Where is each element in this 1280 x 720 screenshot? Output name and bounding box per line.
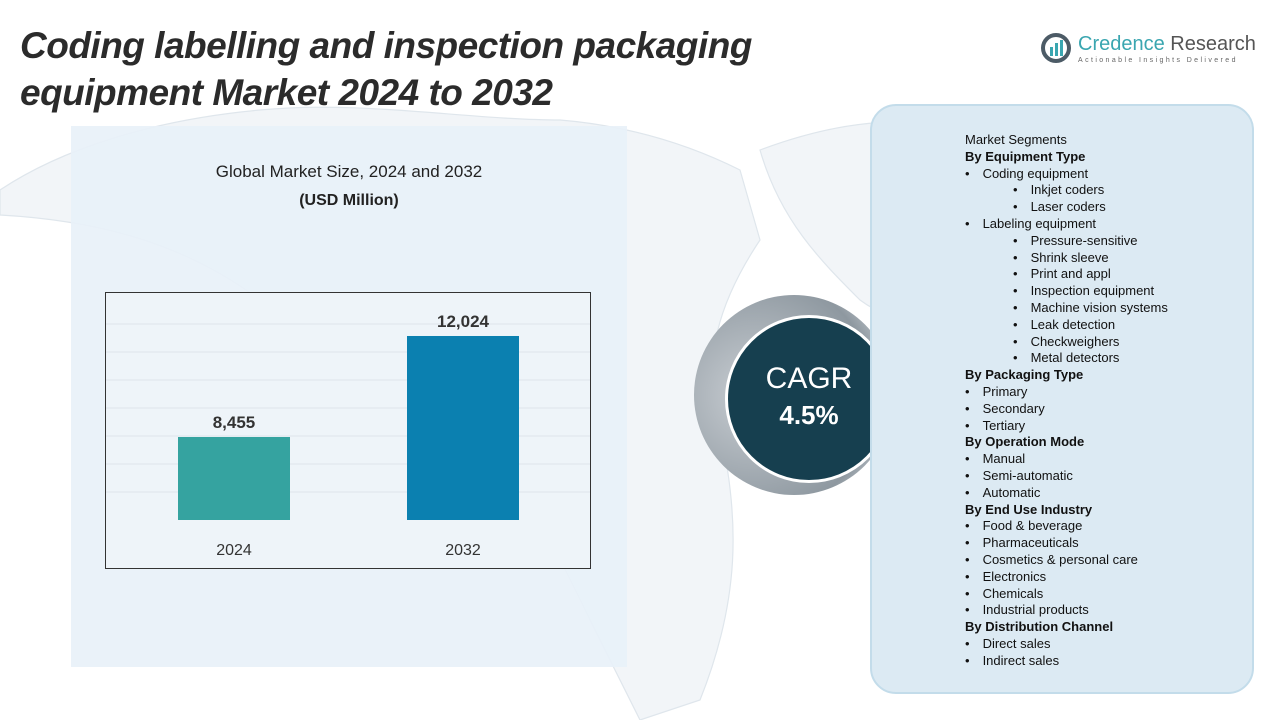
segment-heading: By Operation Mode [965,434,1085,450]
segment-item: • Pressure-sensitive [1013,232,1138,248]
cagr-value: 4.5% [779,400,839,430]
x-tick-label: 2032 [445,542,481,559]
data-label: 8,455 [213,413,256,432]
cagr-badge: CAGR 4.5% [725,315,893,483]
segment-item: • Tertiary [965,417,1026,433]
segment-item: • Print and appl [1013,266,1111,282]
segment-item: • Secondary [965,400,1045,416]
x-tick-label: 2024 [216,542,252,559]
segment-item: • Electronics [965,568,1047,584]
segments-list: Market Segments By Equipment Type • Coding… [965,132,1168,670]
chart-title: Global Market Size, 2024 and 2032 [215,162,483,181]
data-label: 12,024 [437,312,490,331]
segment-item: • Inspection equipment [1013,283,1155,299]
segment-item: • Industrial products [965,602,1089,618]
chart-subtitle: (USD Million) [299,192,399,209]
segment-item: • Metal detectors [1013,350,1120,366]
segment-item: • Leak detection [1013,316,1116,332]
segment-item: • Primary [965,383,1028,399]
segment-item: • Laser coders [1013,199,1106,215]
logo: Credence Research Actionable Insights De… [1040,32,1256,64]
segment-item: • Checkweighers [1013,333,1120,349]
cagr-label: CAGR [765,362,853,395]
segment-item: • Pharmaceuticals [965,535,1079,551]
segment-item: • Shrink sleeve [1013,249,1109,265]
segment-item: • Coding equipment [965,165,1089,181]
segment-item: • Manual [965,451,1026,467]
segment-item: • Automatic [965,484,1041,500]
segment-item: • Machine vision systems [1013,299,1168,315]
plot-area: 8,455 2024 12,024 2032 [105,292,591,569]
segment-heading: By Packaging Type [965,367,1084,383]
segment-heading: By Distribution Channel [965,619,1114,635]
segment-heading: Market Segments [965,132,1067,147]
segment-item: • Cosmetics & personal care [965,551,1138,567]
logo-tagline: Actionable Insights Delivered [1078,56,1238,64]
segment-item: • Labeling equipment [965,215,1097,231]
bar-2032 [407,335,519,520]
page-title: Coding labelling and inspection packagin… [20,25,752,113]
segment-item: • Chemicals [965,585,1044,601]
segment-item: • Inkjet coders [1013,182,1105,198]
bar-2024 [178,436,290,520]
segment-item: • Indirect sales [965,652,1060,668]
segment-heading: By End Use Industry [965,501,1093,517]
segment-item: • Direct sales [965,635,1051,651]
logo-name: Credence Research [1078,32,1256,55]
segment-heading: By Equipment Type [965,148,1086,164]
segment-item: • Semi-automatic [965,467,1073,483]
logo-chart-icon [1041,33,1071,63]
segments-panel [870,104,1254,694]
segment-item: • Food & beverage [965,518,1083,534]
